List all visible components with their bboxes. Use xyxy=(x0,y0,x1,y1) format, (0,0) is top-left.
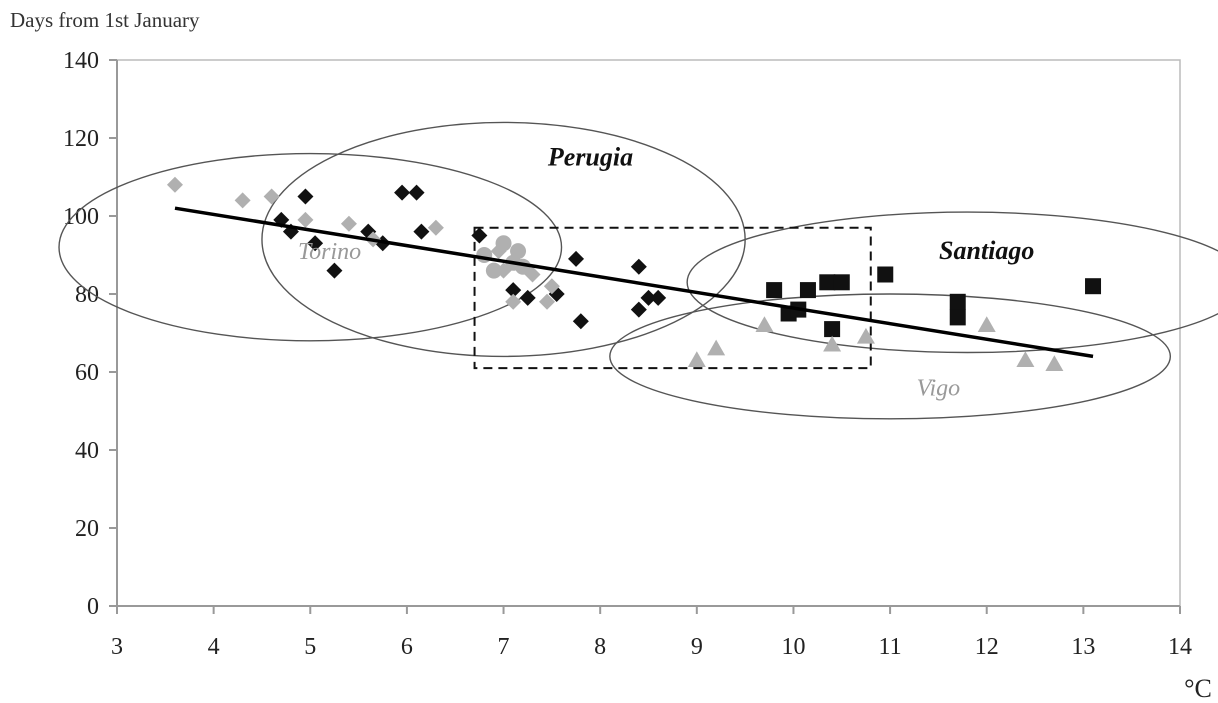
data-point-square xyxy=(949,309,966,326)
data-point-diamond xyxy=(408,184,425,201)
data-point-diamond xyxy=(543,278,560,295)
x-tick-label: 5 xyxy=(304,634,316,660)
data-point-diamond xyxy=(234,192,251,209)
data-point-square xyxy=(949,293,966,310)
data-point-triangle xyxy=(977,316,996,332)
group-ellipse-torino xyxy=(58,152,563,342)
data-point-triangle xyxy=(823,335,842,352)
group-label-santiago: Santiago xyxy=(939,236,1034,265)
data-point-diamond xyxy=(630,258,647,275)
x-tick-label: 4 xyxy=(208,634,220,660)
y-tick-label: 20 xyxy=(75,516,99,542)
data-point-square xyxy=(766,282,783,299)
group-ellipse-vigo xyxy=(609,293,1172,420)
data-point-diamond xyxy=(307,235,324,252)
y-tick-label: 120 xyxy=(63,126,99,152)
x-tick-label: 6 xyxy=(401,634,413,660)
x-tick-label: 8 xyxy=(594,634,606,660)
group-label-perugia: Perugia xyxy=(547,142,633,171)
x-tick-label: 9 xyxy=(691,634,703,660)
data-point-diamond xyxy=(413,223,430,240)
data-point-diamond xyxy=(297,211,314,228)
data-point-square xyxy=(833,274,850,291)
x-tick-label: 11 xyxy=(879,634,902,660)
data-point-diamond xyxy=(471,227,488,244)
data-point-diamond xyxy=(650,289,667,306)
data-point-square xyxy=(877,266,894,283)
y-tick-label: 100 xyxy=(63,204,99,230)
group-label-torino: Torino xyxy=(298,239,361,265)
x-tick-label: 13 xyxy=(1071,634,1095,660)
data-point-diamond xyxy=(166,176,183,193)
y-tick-label: 140 xyxy=(63,48,99,74)
data-point-diamond xyxy=(572,313,589,330)
data-point-triangle xyxy=(856,327,875,344)
data-point-diamond xyxy=(427,219,444,236)
y-tick-label: 60 xyxy=(75,360,99,386)
group-ellipse-santiago xyxy=(686,211,1218,354)
data-point-triangle xyxy=(707,339,726,356)
y-axis-title: Days from 1st January xyxy=(10,8,200,32)
x-tick-label: 3 xyxy=(111,634,123,660)
data-point-diamond xyxy=(394,184,411,201)
x-tick-label: 12 xyxy=(975,634,999,660)
data-point-diamond xyxy=(505,282,522,299)
data-point-diamond xyxy=(263,188,280,205)
x-axis-title: °C xyxy=(1184,674,1212,703)
data-point-diamond xyxy=(519,289,536,306)
data-point-circle xyxy=(485,262,502,279)
data-point-triangle xyxy=(755,316,774,332)
y-tick-label: 0 xyxy=(87,594,99,620)
data-point-diamond xyxy=(640,289,657,306)
trend-line xyxy=(174,206,1094,359)
highlight-box xyxy=(473,226,872,370)
data-point-diamond xyxy=(340,215,357,232)
data-point-square xyxy=(1085,278,1102,295)
data-point-diamond xyxy=(326,262,343,279)
data-point-diamond xyxy=(568,250,585,267)
data-point-diamond xyxy=(505,293,522,310)
data-point-circle xyxy=(495,235,512,252)
data-point-triangle xyxy=(687,351,706,368)
data-point-diamond xyxy=(297,188,314,205)
data-point-square xyxy=(799,282,816,299)
data-point-triangle xyxy=(1016,351,1035,368)
x-tick-label: 14 xyxy=(1168,634,1192,660)
y-tick-label: 40 xyxy=(75,438,99,464)
data-point-square xyxy=(819,274,836,291)
x-tick-label: 7 xyxy=(498,634,510,660)
data-point-diamond xyxy=(539,293,556,310)
data-point-triangle xyxy=(1045,355,1064,371)
x-tick-label: 10 xyxy=(781,634,805,660)
data-point-square xyxy=(824,321,841,338)
data-point-diamond xyxy=(630,301,647,318)
group-label-vigo: Vigo xyxy=(917,375,961,401)
